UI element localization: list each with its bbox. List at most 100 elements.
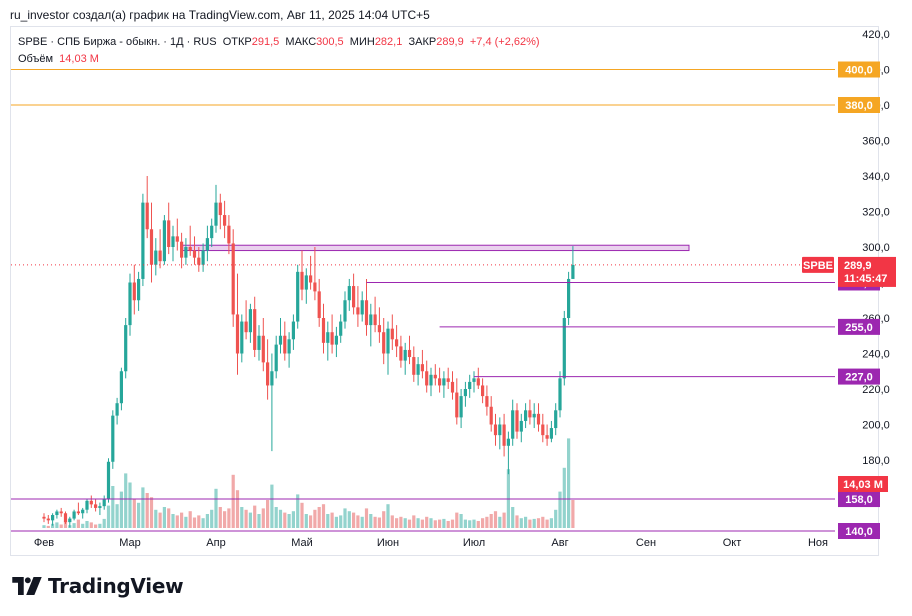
tradingview-logo[interactable]: TradingView [12,574,184,598]
volume-bar [167,508,171,528]
volume-bar [567,438,571,528]
candle-body [188,247,192,251]
candle-body [433,374,437,379]
candle-body [562,318,566,379]
volume-bar [46,525,50,528]
volume-bar [558,491,562,528]
volume-bar [352,512,356,528]
candle-body [223,215,227,226]
volume-bar [489,514,493,528]
level-tag [838,491,880,508]
y-tick-label: 300,0 [862,242,890,254]
volume-bar [343,508,347,528]
candle-body [442,378,446,386]
candle-body [184,247,188,258]
y-tick-label: 180,0 [862,455,890,467]
volume-bar [545,519,549,528]
level-tag [838,61,880,78]
y-tick-label: 240,0 [862,349,890,361]
candle-body [274,344,278,372]
volume-bar [485,516,489,528]
candle-body [175,236,179,242]
x-tick-label: Фев [34,537,54,549]
candle-body [459,396,463,418]
candle-body [89,500,93,505]
volume-bar [511,507,515,528]
high-label: МАКС [285,36,317,48]
volume-bar [399,516,403,528]
candle-body [145,202,149,230]
volume-bar [369,514,373,528]
candle-body [296,271,300,322]
candle-body [231,243,235,315]
volume-bar [425,516,429,528]
x-tick-label: Сен [636,537,656,549]
volume-bar [549,518,553,528]
candle-body [149,229,154,265]
volume-bar [63,521,68,528]
y-tick-label: 360,0 [862,136,890,148]
volume-bar [377,517,381,528]
volume-bar [463,519,467,528]
volume-bar [98,523,102,528]
candle-body [313,282,317,292]
candle-body [446,378,450,382]
volume-bar [274,507,278,528]
level-tag [838,97,880,113]
candle-body [158,250,162,262]
candle-body [309,275,313,283]
volume-bar [382,511,386,528]
symbol-tag-label: SPBE [803,260,833,272]
volume-bar [81,523,85,528]
volume-bar [55,522,59,528]
candle-body [300,271,304,290]
candle-body [382,332,386,354]
volume-bar [356,515,360,528]
candle-body [192,250,197,258]
last-price-tag [838,256,896,287]
candle-body [416,364,420,375]
ohlc-legend: SPBE · СПБ Биржа - обыкн. · 1Д · RUS ОТК… [18,36,540,48]
volume-bar [309,515,313,528]
volume-bar [89,522,93,528]
candle-body [485,396,489,407]
y-tick-label: 420,0 [862,29,890,41]
volume-bar [502,512,506,528]
level-tag [838,318,880,335]
candle-body [76,511,80,514]
candle-body [407,349,412,358]
high-value: 300,5 [316,36,344,48]
candle-body [68,518,72,523]
candle-body [253,309,257,350]
candle-body [287,339,291,354]
price-chart[interactable]: 420,0400,0380,0360,0340,0320,0300,0280,0… [0,0,912,560]
candle-body [356,307,360,315]
volume-bar [128,482,132,528]
volume-bar [468,520,472,528]
candle-body [197,257,201,265]
volume-bar [270,484,274,528]
candle-body [395,339,399,347]
candle-body [549,428,553,439]
y-tick-label: 200,0 [862,420,890,432]
candle-body [352,286,356,308]
candle-body [124,325,128,372]
candle-body [506,438,510,446]
candle-body [339,321,343,336]
volume-bar [304,514,308,528]
candle-body [227,225,231,244]
volume-bar [481,518,485,528]
volume-bar [261,508,265,528]
candle-body [343,300,347,322]
candle-body [137,278,141,301]
volume-bar [106,505,111,528]
candle-body [162,220,166,262]
volume-bar [111,486,115,528]
volume-bar [459,514,463,528]
volume-bar [141,487,145,528]
volume-label: Объём [18,53,54,65]
volume-bar [446,521,450,528]
candle-body [545,435,549,439]
volume-bar [493,511,498,528]
volume-bar [420,519,424,528]
